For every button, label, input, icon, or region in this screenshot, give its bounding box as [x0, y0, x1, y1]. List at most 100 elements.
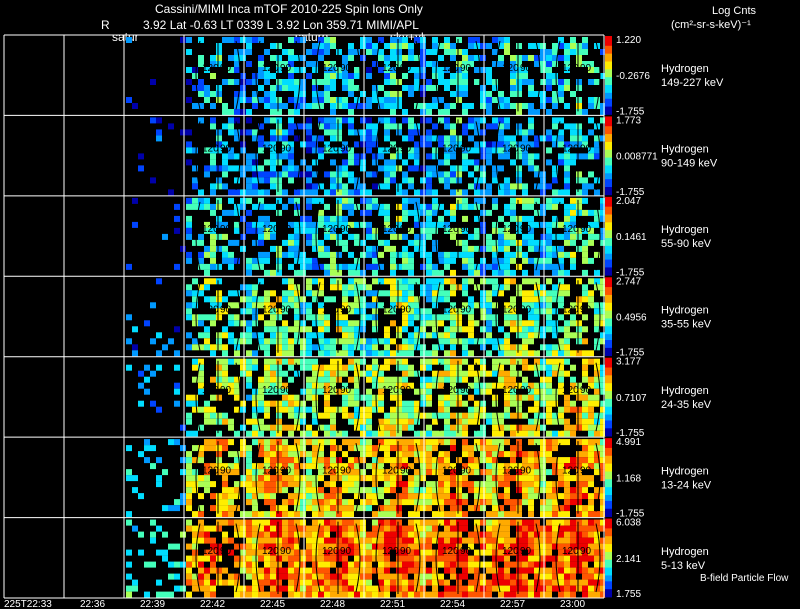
dir-90-mark: 90	[340, 465, 352, 476]
colorbar	[605, 518, 612, 598]
colorbar-mid: 0.7107	[616, 393, 647, 404]
dir-120-mark: 120	[322, 63, 339, 74]
dir-120-mark: 120	[442, 144, 459, 155]
units-label: (cm²-sr-s-keV)⁻¹	[671, 19, 751, 31]
dir-90-mark: 90	[520, 465, 532, 476]
dir-120-mark: 120	[262, 465, 279, 476]
colorbar-max: 6.038	[616, 518, 641, 529]
dir-90-mark: 90	[400, 465, 412, 476]
dir-120-mark: 120	[322, 305, 339, 316]
dir-120-mark: 120	[502, 385, 519, 396]
colorbar-max: 3.177	[616, 357, 641, 368]
colorbar-mid: -0.2676	[616, 71, 650, 82]
x-tick-label: 22:51	[380, 599, 405, 609]
bfield-note: B-field Particle Flow	[700, 573, 789, 584]
dir-90-mark: 90	[280, 305, 292, 316]
dir-120-mark: 120	[502, 224, 519, 235]
dir-90-mark: 90	[460, 465, 472, 476]
row-species-label: Hydrogen	[661, 63, 709, 75]
dir-120-mark: 120	[262, 144, 279, 155]
colorbar	[605, 357, 612, 437]
x-tick-label: 23:00	[560, 599, 585, 609]
dir-90-mark: 90	[340, 546, 352, 557]
dir-90-mark: 90	[580, 144, 592, 155]
dir-120-mark: 120	[382, 63, 399, 74]
dir-90-mark: 90	[340, 385, 352, 396]
dir-90-mark: 90	[220, 224, 232, 235]
colorbar	[605, 196, 612, 276]
dir-90-mark: 90	[520, 224, 532, 235]
x-tick-label: 22:42	[200, 599, 225, 609]
dir-90-mark: 90	[220, 385, 232, 396]
dir-120-mark: 120	[382, 465, 399, 476]
colorbar-mid: 0.008771	[616, 152, 658, 163]
colorbar-min: -1.755	[616, 187, 645, 198]
dir-120-mark: 120	[202, 385, 219, 396]
grid	[3, 34, 605, 599]
colorbar	[605, 36, 612, 115]
dir-90-mark: 90	[460, 224, 472, 235]
dir-90-mark: 90	[460, 305, 472, 316]
dir-90-mark: 90	[280, 144, 292, 155]
dir-120-mark: 120	[442, 305, 459, 316]
dir-120-mark: 120	[562, 385, 579, 396]
row-energy-label: 55-90 keV	[661, 238, 712, 250]
dir-120-mark: 120	[202, 144, 219, 155]
dir-90-mark: 90	[400, 63, 412, 74]
dir-90-mark: 90	[460, 385, 472, 396]
colorbar-min: -1.755	[616, 348, 645, 359]
dir-90-mark: 90	[520, 305, 532, 316]
dir-120-mark: 120	[442, 63, 459, 74]
dir-90-mark: 90	[460, 144, 472, 155]
dir-90-mark: 90	[340, 224, 352, 235]
row-energy-label: 13-24 keV	[661, 479, 712, 491]
dir-90-mark: 90	[580, 224, 592, 235]
row-energy-label: 5-13 keV	[661, 560, 706, 572]
dir-120-mark: 120	[442, 546, 459, 557]
dir-120-mark: 120	[562, 465, 579, 476]
dir-90-mark: 90	[220, 305, 232, 316]
colorbar-max: 1.773	[616, 115, 641, 126]
dir-120-mark: 120	[322, 224, 339, 235]
row-species-label: Hydrogen	[661, 224, 709, 236]
row-species-label: Hydrogen	[661, 305, 709, 317]
dir-120-mark: 120	[202, 63, 219, 74]
dir-120-mark: 120	[502, 63, 519, 74]
colorbar	[605, 116, 612, 196]
dir-120-mark: 120	[382, 224, 399, 235]
dir-90-mark: 90	[400, 144, 412, 155]
colorbar-max: 4.991	[616, 437, 641, 448]
dir-90-mark: 90	[400, 385, 412, 396]
dir-120-mark: 120	[562, 144, 579, 155]
dir-90-mark: 90	[280, 465, 292, 476]
dir-90-mark: 90	[340, 63, 352, 74]
dir-120-mark: 120	[262, 305, 279, 316]
row-energy-label: 35-55 keV	[661, 319, 712, 331]
dir-90-mark: 90	[400, 224, 412, 235]
dir-120-mark: 120	[382, 385, 399, 396]
dir-120-mark: 120	[322, 385, 339, 396]
dir-90-mark: 90	[580, 546, 592, 557]
dir-90-mark: 90	[340, 144, 352, 155]
dir-120-mark: 120	[382, 305, 399, 316]
dir-90-mark: 90	[580, 305, 592, 316]
row-species-label: Hydrogen	[661, 546, 709, 558]
plot-title: Cassini/MIMI Inca mTOF 2010-225 Spin Ion…	[155, 2, 423, 16]
pixel-field	[126, 37, 606, 598]
row-energy-label: 24-35 keV	[661, 399, 712, 411]
dir-90-mark: 90	[520, 385, 532, 396]
colorbar-max: 1.220	[616, 35, 641, 46]
dir-90-mark: 90	[220, 63, 232, 74]
dir-90-mark: 90	[400, 546, 412, 557]
units-title: Log Cnts	[712, 5, 757, 17]
row-species-label: Hydrogen	[661, 385, 709, 397]
dir-90-mark: 90	[220, 465, 232, 476]
dir-90-mark: 90	[580, 465, 592, 476]
dir-120-mark: 120	[262, 63, 279, 74]
dir-120-mark: 120	[202, 305, 219, 316]
dir-120-mark: 120	[202, 465, 219, 476]
dir-120-mark: 120	[262, 546, 279, 557]
dir-120-mark: 120	[562, 546, 579, 557]
dir-120-mark: 120	[562, 63, 579, 74]
